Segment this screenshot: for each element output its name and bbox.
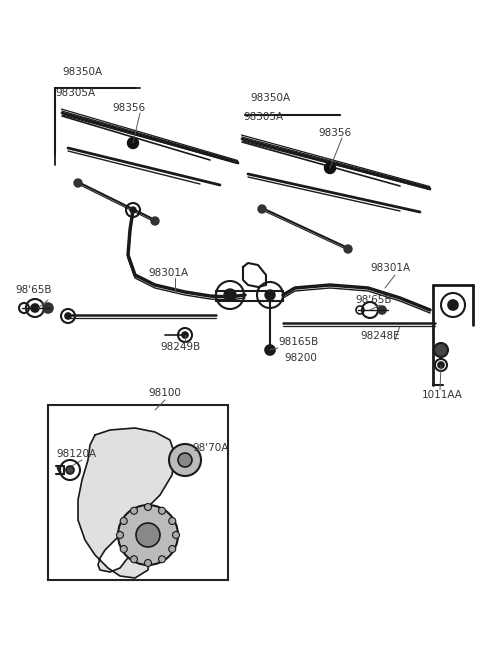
Circle shape <box>130 207 136 213</box>
Circle shape <box>43 303 53 313</box>
Circle shape <box>117 532 123 539</box>
Circle shape <box>144 503 152 510</box>
Text: 1011AA: 1011AA <box>422 390 463 400</box>
Circle shape <box>378 306 386 314</box>
Circle shape <box>169 518 176 524</box>
Text: 98356: 98356 <box>318 128 351 138</box>
Circle shape <box>169 545 176 553</box>
Text: 98200: 98200 <box>284 353 317 363</box>
Circle shape <box>151 217 159 225</box>
Text: 98'65B: 98'65B <box>355 295 392 305</box>
Text: 98'70A: 98'70A <box>192 443 228 453</box>
Circle shape <box>66 466 74 474</box>
Circle shape <box>324 162 336 173</box>
Circle shape <box>344 245 352 253</box>
Text: 98120A: 98120A <box>56 449 96 459</box>
Circle shape <box>158 507 166 514</box>
Circle shape <box>265 345 275 355</box>
Circle shape <box>128 137 139 148</box>
Text: 98305A: 98305A <box>243 112 283 122</box>
Text: 98100: 98100 <box>148 388 181 398</box>
Polygon shape <box>78 428 175 578</box>
Circle shape <box>74 179 82 187</box>
Circle shape <box>224 289 236 301</box>
Text: 98350A: 98350A <box>250 93 290 103</box>
Circle shape <box>434 343 448 357</box>
Text: 98249B: 98249B <box>160 342 200 352</box>
Circle shape <box>131 556 137 563</box>
Text: 98'65B: 98'65B <box>15 285 51 295</box>
Circle shape <box>120 518 127 524</box>
Text: 98301A: 98301A <box>370 263 410 273</box>
Circle shape <box>448 300 458 310</box>
Text: 98305A: 98305A <box>55 88 95 98</box>
Text: 98248E: 98248E <box>360 331 400 341</box>
Circle shape <box>438 362 444 368</box>
Circle shape <box>258 205 266 213</box>
Circle shape <box>144 560 152 566</box>
Text: 98350A: 98350A <box>62 67 102 77</box>
Circle shape <box>169 444 201 476</box>
Text: 98165B: 98165B <box>278 337 318 347</box>
Text: 98356: 98356 <box>112 103 145 113</box>
Circle shape <box>120 545 127 553</box>
Circle shape <box>65 313 71 319</box>
Circle shape <box>131 507 137 514</box>
Circle shape <box>31 304 39 312</box>
Circle shape <box>265 290 275 300</box>
Circle shape <box>118 505 178 565</box>
Circle shape <box>172 532 180 539</box>
Circle shape <box>136 523 160 547</box>
Circle shape <box>182 332 188 338</box>
Circle shape <box>178 453 192 467</box>
Circle shape <box>158 556 166 563</box>
Text: 98301A: 98301A <box>148 268 188 278</box>
Bar <box>48 405 228 580</box>
